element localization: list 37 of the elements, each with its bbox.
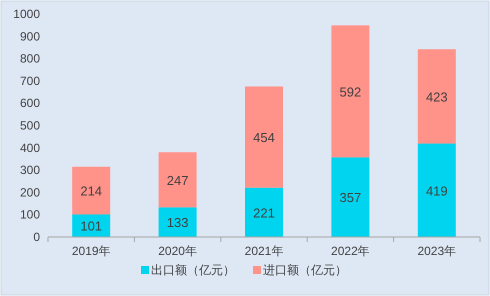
y-tick-label: 300	[20, 163, 40, 178]
data-label: 423	[426, 89, 448, 104]
bar	[72, 166, 110, 214]
y-tick-label: 800	[20, 52, 40, 66]
y-tick-label: 100	[20, 208, 40, 222]
bar	[158, 152, 197, 208]
y-tick-label: 400	[20, 140, 40, 155]
data-label: 221	[253, 205, 275, 220]
x-tick-label: 2019年	[72, 244, 111, 258]
data-label: 454	[253, 130, 275, 146]
data-label: 133	[166, 215, 188, 230]
y-tick-label: 0	[33, 230, 40, 244]
data-label: 214	[80, 184, 102, 199]
x-tick-label: 2021年	[244, 244, 284, 258]
bar	[331, 25, 370, 158]
y-tick-label: 500	[20, 118, 40, 132]
data-label: 592	[340, 84, 362, 100]
x-tick-label: 2022年	[331, 244, 370, 258]
bar	[158, 207, 197, 237]
data-label: 247	[166, 172, 188, 188]
x-tick-label: 2020年	[158, 244, 197, 258]
y-tick-label: 600	[20, 96, 40, 110]
bar	[331, 157, 370, 237]
data-label: 419	[426, 183, 448, 198]
y-tick-label: 900	[20, 29, 40, 44]
legend-label: 进口额（亿元）	[263, 263, 347, 277]
x-tick-label: 2023年	[417, 244, 456, 258]
y-tick-label: 1000	[13, 7, 40, 21]
bar	[418, 144, 456, 237]
y-tick-label: 200	[20, 185, 40, 200]
y-tick-label: 700	[20, 74, 40, 88]
data-label: 101	[80, 218, 102, 234]
bar	[418, 49, 456, 144]
data-label: 357	[340, 190, 362, 206]
legend-label: 出口额（亿元）	[151, 263, 235, 277]
bar	[245, 188, 283, 237]
bar	[245, 86, 283, 188]
